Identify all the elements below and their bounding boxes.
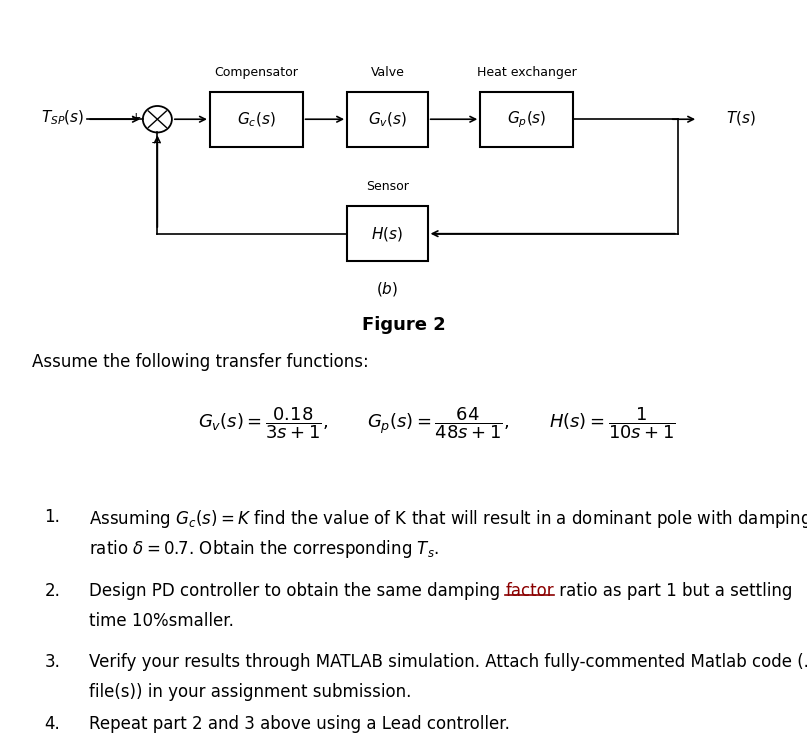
- Text: 3.: 3.: [44, 653, 61, 670]
- Text: $G_p(s) = \dfrac{64}{48s+1},$: $G_p(s) = \dfrac{64}{48s+1},$: [367, 406, 509, 441]
- Bar: [210, 92, 303, 147]
- Text: Sensor: Sensor: [366, 180, 409, 193]
- Text: factor: factor: [505, 582, 554, 600]
- Text: $-$: $-$: [150, 136, 161, 149]
- Text: Compensator: Compensator: [215, 66, 298, 79]
- Text: file(s)) in your assignment submission.: file(s)) in your assignment submission.: [89, 683, 411, 701]
- Text: Valve: Valve: [370, 66, 404, 79]
- Text: $G_c(s)$: $G_c(s)$: [237, 110, 275, 129]
- Text: $H(s) = \dfrac{1}{10s+1}$: $H(s) = \dfrac{1}{10s+1}$: [549, 406, 675, 441]
- Text: $G_v(s) = \dfrac{0.18}{3s+1},$: $G_v(s) = \dfrac{0.18}{3s+1},$: [198, 406, 328, 441]
- Text: Verify your results through MATLAB simulation. Attach fully-commented Matlab cod: Verify your results through MATLAB simul…: [89, 653, 807, 670]
- Text: 4.: 4.: [44, 715, 61, 732]
- Circle shape: [143, 106, 172, 132]
- Text: $H(s)$: $H(s)$: [371, 224, 404, 243]
- Text: +: +: [131, 111, 141, 124]
- Text: $\mathit{(b)}$: $\mathit{(b)}$: [376, 280, 399, 297]
- Text: ratio $\delta = 0.7$. Obtain the corresponding $T_s$.: ratio $\delta = 0.7$. Obtain the corresp…: [89, 538, 439, 560]
- Text: $G_p(s)$: $G_p(s)$: [507, 110, 546, 130]
- Text: Assume the following transfer functions:: Assume the following transfer functions:: [32, 353, 369, 371]
- Bar: [480, 92, 573, 147]
- Text: $T(s)$: $T(s)$: [726, 109, 756, 127]
- Text: time 10%smaller.: time 10%smaller.: [89, 612, 234, 630]
- Text: Repeat part 2 and 3 above using a Lead controller.: Repeat part 2 and 3 above using a Lead c…: [89, 715, 510, 732]
- Bar: [347, 92, 428, 147]
- Text: Assuming $G_c(s) = K$ find the value of K that will result in a dominant pole wi: Assuming $G_c(s) = K$ find the value of …: [89, 508, 807, 530]
- Text: $G_v(s)$: $G_v(s)$: [368, 110, 407, 129]
- Text: Design PD controller to obtain the same damping: Design PD controller to obtain the same …: [89, 582, 505, 600]
- Text: ratio as part 1 but a settling: ratio as part 1 but a settling: [554, 582, 792, 600]
- Text: Heat exchanger: Heat exchanger: [477, 66, 576, 79]
- Text: 1.: 1.: [44, 508, 61, 526]
- Bar: [347, 206, 428, 261]
- Text: $T_{SP}(s)$: $T_{SP}(s)$: [41, 108, 85, 127]
- Text: 2.: 2.: [44, 582, 61, 600]
- Text: Figure 2: Figure 2: [362, 316, 445, 334]
